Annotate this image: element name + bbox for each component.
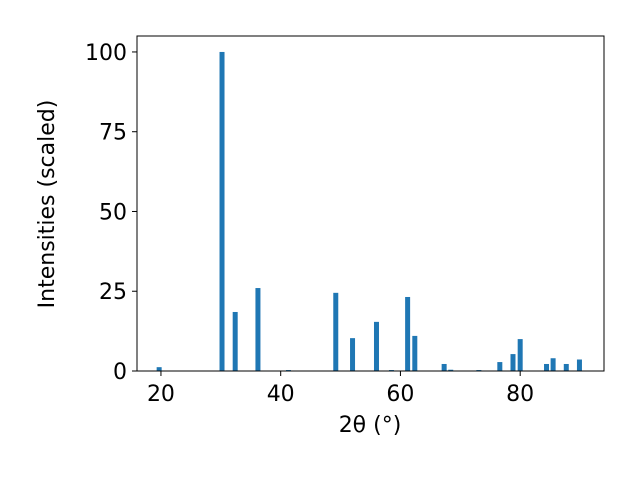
x-tick-label: 60 — [386, 382, 414, 407]
bar — [510, 354, 516, 371]
bar — [156, 367, 162, 371]
y-tick-label: 50 — [99, 200, 127, 225]
bar — [563, 363, 569, 371]
bar — [517, 339, 523, 371]
y-tick-label: 25 — [99, 280, 127, 305]
x-tick-label: 20 — [147, 382, 175, 407]
bar — [412, 335, 418, 371]
x-tick-label: 40 — [267, 382, 295, 407]
bar — [441, 363, 447, 371]
bar — [576, 359, 582, 371]
x-tick-label: 80 — [506, 382, 534, 407]
y-axis-label: Intensities (scaled) — [35, 100, 60, 309]
bar — [448, 369, 454, 371]
y-tick-label: 0 — [113, 360, 127, 385]
bar — [350, 338, 356, 371]
bar — [255, 288, 261, 371]
x-axis-label: 2θ (°) — [339, 413, 402, 438]
bar — [550, 358, 556, 371]
bar — [232, 311, 238, 371]
bar — [373, 321, 379, 371]
bar — [497, 362, 503, 371]
bar — [544, 363, 550, 371]
bar — [333, 292, 339, 371]
bar — [405, 296, 411, 371]
y-tick-label: 100 — [85, 41, 127, 66]
y-tick-label: 75 — [99, 121, 127, 146]
plot-frame — [136, 35, 605, 372]
bar — [219, 51, 225, 371]
